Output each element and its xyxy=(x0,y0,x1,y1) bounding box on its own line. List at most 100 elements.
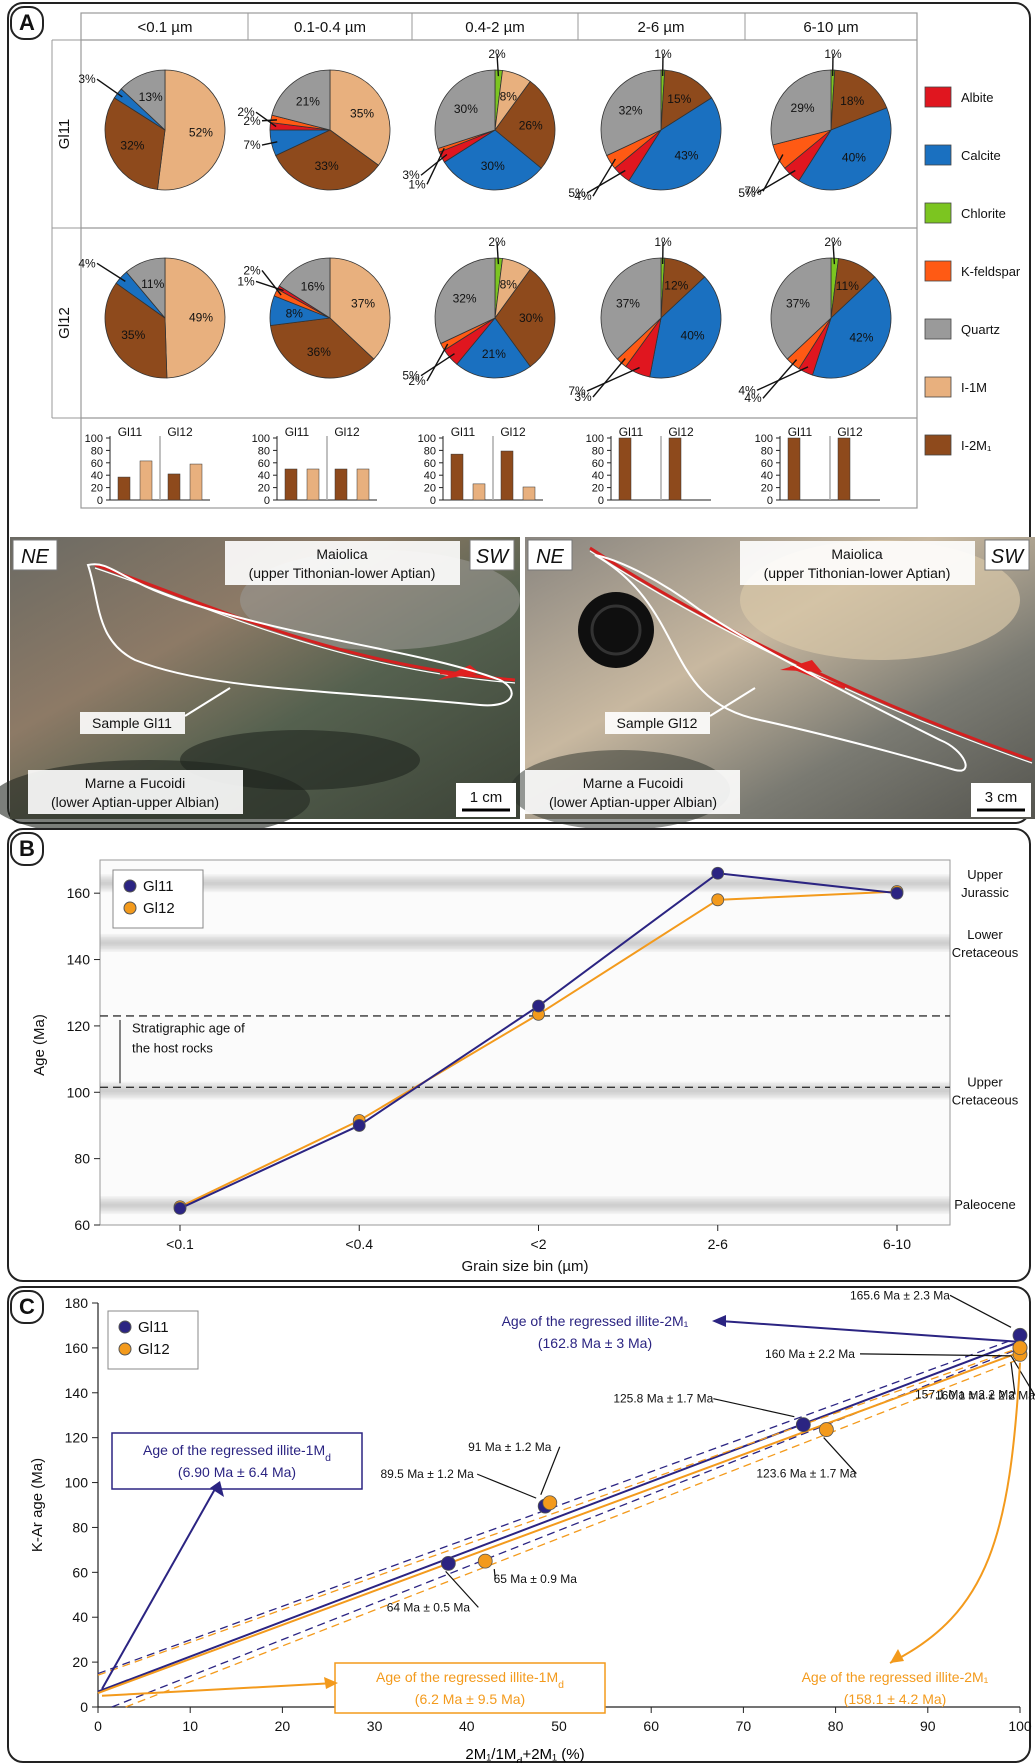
bar-tick-label: 40 xyxy=(424,470,436,482)
legend-label: Gl12 xyxy=(138,1341,170,1358)
bar-i-2m1 xyxy=(117,476,131,501)
x-tick-label: 2-6 xyxy=(708,1236,728,1252)
point-leader xyxy=(540,1446,561,1495)
pie-label: 37% xyxy=(616,297,640,311)
bar-i-2m1 xyxy=(167,473,181,501)
bar-tick-label: 60 xyxy=(424,458,436,470)
legend-box xyxy=(107,1310,199,1370)
pie-slice-calcite xyxy=(628,97,722,191)
bar-i-2m1 xyxy=(618,437,632,501)
pie-slice-quartz xyxy=(770,69,832,146)
bar-tick-label: 80 xyxy=(761,445,773,457)
bar-tick-label: 40 xyxy=(761,470,773,482)
grain-header: 2-6 µm xyxy=(638,19,685,36)
leader-line xyxy=(592,158,617,197)
bar-tick-label: 0 xyxy=(767,495,773,507)
pie-slice-i-2m1 xyxy=(270,317,375,379)
sample-label: Sample Gl12 xyxy=(617,715,698,731)
scale-label: 1 cm xyxy=(470,789,503,806)
pie-label: 30% xyxy=(481,159,505,173)
y-tick-label: 0 xyxy=(80,1699,88,1715)
confidence-line-upper xyxy=(97,1347,1021,1676)
y-axis-label: K-Ar age (Ma) xyxy=(29,1458,46,1552)
point-leader xyxy=(493,1569,496,1580)
stage-band xyxy=(100,941,950,945)
data-point-gl11 xyxy=(352,1119,366,1132)
y-tick-label: 160 xyxy=(67,885,91,901)
bar-tick-label: 100 xyxy=(586,433,604,445)
grain-header: 0.4-2 µm xyxy=(465,19,525,36)
bar-tick-label: 100 xyxy=(418,433,436,445)
confidence-line-lower xyxy=(125,1358,1021,1708)
pie-slice-i-2m1 xyxy=(494,268,556,368)
point-leader xyxy=(1010,1362,1016,1395)
y-tick-label: 140 xyxy=(65,1385,89,1401)
pie-label: 43% xyxy=(674,148,698,162)
stage-band xyxy=(100,1086,950,1096)
y-tick-label: 140 xyxy=(67,952,91,968)
stage-band xyxy=(100,1081,950,1100)
pie-label: 7% xyxy=(568,384,586,398)
panel-c-chart: 0 20 40 60 80 100 120 140 160 180 0 10 20 30 40 50 60 70 8… xyxy=(29,1288,1035,1763)
stage-band xyxy=(100,880,950,887)
row-label-gl12: Gl12 xyxy=(56,307,73,339)
pie-label: 32% xyxy=(619,104,643,118)
legend-label: Chlorite xyxy=(961,206,1006,221)
pie-label: 40% xyxy=(681,328,705,342)
pie-label: 11% xyxy=(836,279,859,293)
point-label: 165.6 Ma ± 2.3 Ma xyxy=(850,1288,950,1302)
y-tick-label: 120 xyxy=(65,1430,89,1446)
sample-box xyxy=(80,712,185,734)
y-tick-label: 100 xyxy=(67,1084,91,1100)
stage-band xyxy=(100,877,950,890)
stage-band xyxy=(100,1203,950,1207)
leader-line xyxy=(420,153,448,176)
pie-slice-i-1m xyxy=(164,257,226,379)
bar-sample-label: Gl12 xyxy=(334,425,360,439)
legend-marker xyxy=(123,879,137,893)
legend-label: Gl11 xyxy=(138,1319,169,1336)
bar-tick-label: 20 xyxy=(592,483,604,495)
legend-marker xyxy=(123,901,137,915)
legend-label: I-2M₁ xyxy=(961,438,992,453)
bar-tick-label: 100 xyxy=(252,433,270,445)
legend-swatch-k-feldspar xyxy=(924,260,952,282)
pie-label: 15% xyxy=(667,92,691,106)
bar-i-1m xyxy=(522,486,536,501)
pie-slice-i-2m1 xyxy=(660,69,713,131)
pie-label: 13% xyxy=(139,90,163,104)
y-tick-label: 80 xyxy=(72,1519,88,1535)
x-tick-label: 60 xyxy=(643,1718,659,1734)
stage-band xyxy=(100,935,950,951)
bar-i-2m1 xyxy=(668,437,682,501)
stage-band xyxy=(100,1197,950,1213)
stage-band xyxy=(100,1196,950,1215)
data-point-gl11 xyxy=(1012,1327,1028,1343)
stage-label: Upper xyxy=(967,867,1003,882)
sw-label: SW xyxy=(991,546,1025,568)
pie-label: 5% xyxy=(568,186,586,200)
stage-label: Paleocene xyxy=(954,1197,1015,1212)
pie-slice-i-1m xyxy=(157,69,226,191)
ne-label: NE xyxy=(21,546,49,568)
leader-line xyxy=(261,141,278,146)
bar-tick-label: 20 xyxy=(761,483,773,495)
annotation-text: Age of the regressed illite-1Md xyxy=(143,1442,331,1464)
ne-box xyxy=(12,539,58,571)
stage-band xyxy=(100,938,950,948)
stage-band xyxy=(100,878,950,888)
stage-label: Upper xyxy=(967,1075,1003,1090)
x-tick-label: 10 xyxy=(182,1718,198,1734)
point-leader xyxy=(859,1353,1012,1357)
legend-label: Quartz xyxy=(961,322,1000,337)
legend-label: I-1M xyxy=(961,380,987,395)
pie-label: 32% xyxy=(453,292,477,306)
bar-tick-label: 60 xyxy=(592,458,604,470)
confidence-line-upper xyxy=(97,1336,1021,1675)
leader-line xyxy=(586,169,626,194)
legend-label: Gl12 xyxy=(143,900,175,917)
bar-tick-label: 0 xyxy=(97,495,103,507)
point-label: 160 Ma ± 2.2 Ma xyxy=(765,1347,855,1361)
stage-band xyxy=(100,1200,950,1210)
pie-slice-i-2m1 xyxy=(104,282,168,379)
